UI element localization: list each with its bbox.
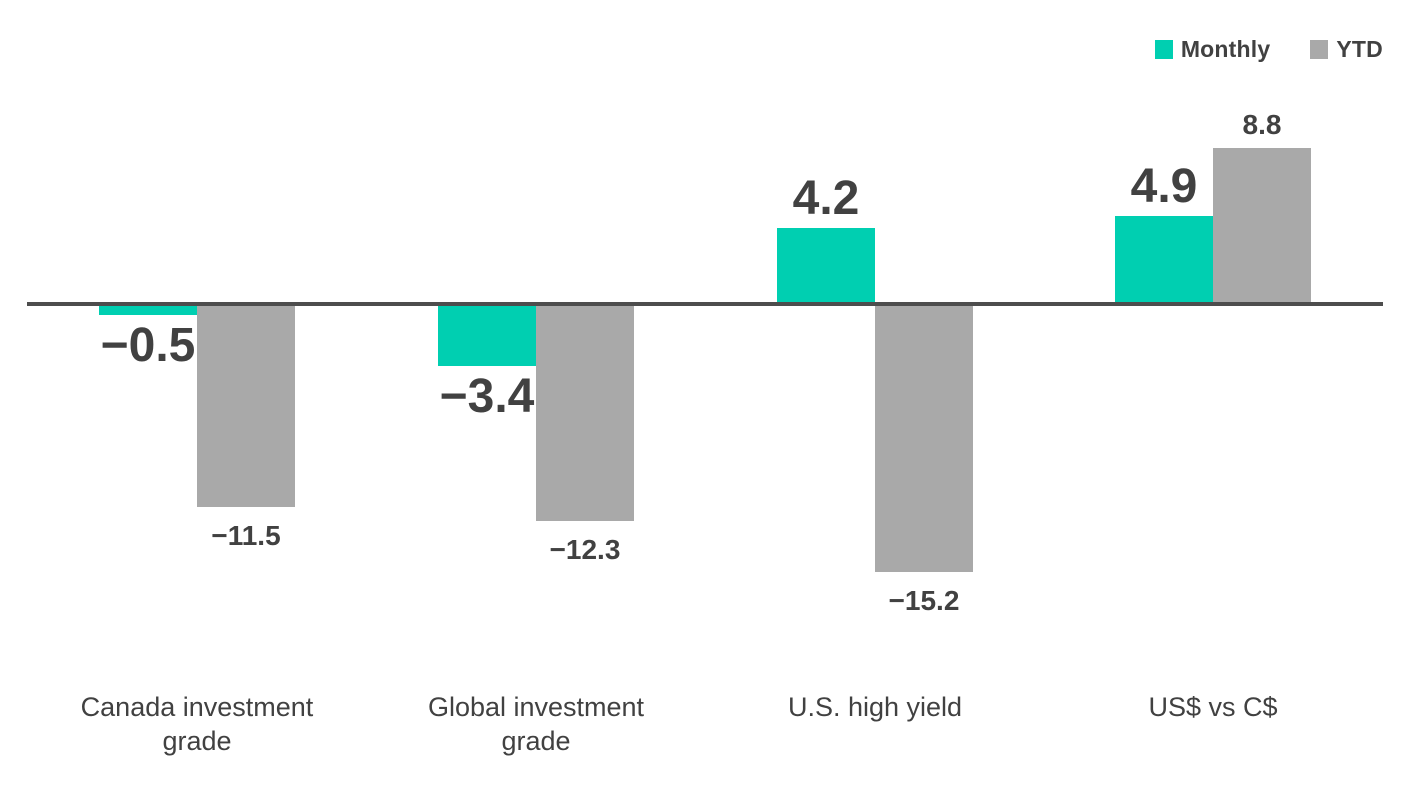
value-label-ytd-1: −12.3 — [549, 534, 621, 565]
legend: Monthly YTD — [1154, 36, 1383, 63]
bar-ytd-2 — [875, 306, 973, 572]
legend-item-ytd: YTD — [1310, 36, 1383, 63]
bar-monthly-2 — [777, 228, 875, 302]
category-label-1: Global investment grade — [427, 692, 645, 756]
category-label-2: U.S. high yield — [787, 692, 963, 722]
value-label-monthly-3: 4.9 — [1130, 160, 1198, 213]
zero-axis-line — [27, 302, 1383, 306]
category-label-0: Canada investment grade — [80, 692, 314, 756]
legend-item-monthly: Monthly — [1154, 36, 1271, 63]
value-label-monthly-1: −3.4 — [439, 370, 535, 423]
bar-ytd-1 — [536, 306, 634, 521]
ytd-swatch-icon — [1310, 40, 1329, 59]
value-label-ytd-2: −15.2 — [888, 585, 960, 616]
bar-monthly-0 — [99, 306, 197, 315]
monthly-swatch-icon — [1154, 40, 1173, 59]
value-label-ytd-3: 8.8 — [1242, 109, 1282, 140]
legend-label-ytd: YTD — [1336, 36, 1383, 62]
value-label-ytd-0: −11.5 — [211, 520, 281, 551]
bar-monthly-3 — [1115, 216, 1213, 302]
legend-label-monthly: Monthly — [1180, 36, 1271, 62]
bar-monthly-1 — [438, 306, 536, 366]
value-label-monthly-2: 4.2 — [792, 172, 860, 225]
value-label-monthly-0: −0.5 — [100, 319, 196, 372]
category-label-3: US$ vs C$ — [1148, 692, 1278, 722]
bar-ytd-3 — [1213, 148, 1311, 302]
bar-ytd-0 — [197, 306, 295, 507]
